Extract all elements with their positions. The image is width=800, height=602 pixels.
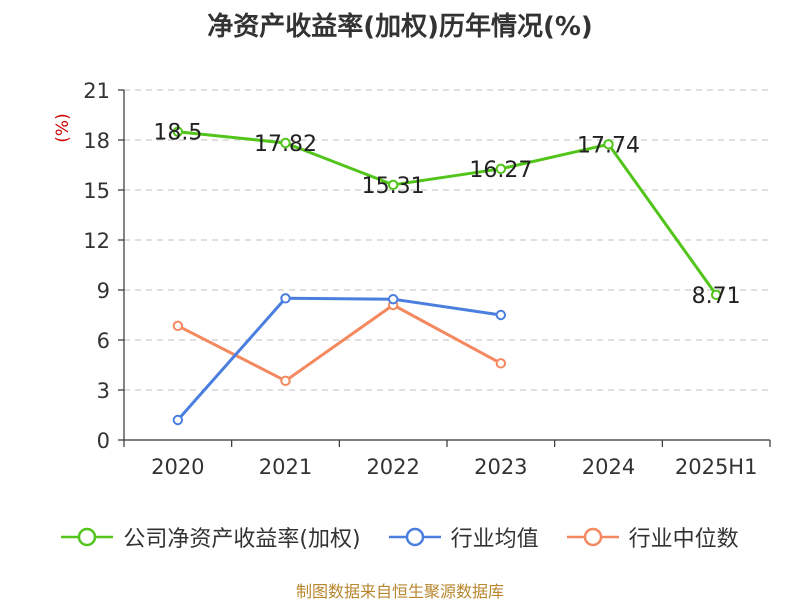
series-line-industry_avg xyxy=(176,296,502,421)
data-point-company xyxy=(172,126,184,137)
x-tick-label: 2023 xyxy=(474,455,527,479)
data-label: 17.74 xyxy=(577,133,640,158)
data-point-industry_avg xyxy=(172,414,184,426)
data-label: 17.82 xyxy=(254,132,317,157)
legend-industry-avg-label: 行业均值 xyxy=(450,527,539,552)
data-point-industry_avg xyxy=(280,293,291,304)
series-line-company xyxy=(177,130,718,296)
y-tick-label: 15 xyxy=(83,179,110,203)
y-tick-label: 3 xyxy=(97,379,110,403)
y-tick-label: 18 xyxy=(83,129,110,153)
y-tick-label: 6 xyxy=(97,329,110,353)
legend-company-label: 公司净资产收益率(加权) xyxy=(123,527,361,552)
data-point-company xyxy=(387,179,399,191)
chart-title: 净资产收益率(加权)历年情况(%) xyxy=(207,12,593,42)
legend-industry-avg-swatch-icon xyxy=(388,527,441,547)
y-tick-label: 0 xyxy=(97,429,110,453)
y-axis-unit: (%) xyxy=(53,113,73,142)
data-point-company xyxy=(495,163,507,175)
data-point-industry_avg xyxy=(387,293,399,305)
legend-item-company[interactable]: 公司净资产收益率(加权) xyxy=(61,521,361,553)
data-point-industry_median xyxy=(495,358,507,369)
source-note: 制图数据来自恒生聚源数据库 xyxy=(295,582,504,601)
data-point-company xyxy=(280,137,291,149)
y-tick-label: 21 xyxy=(83,79,110,103)
data-point-industry_avg xyxy=(495,309,507,321)
data-point-company xyxy=(710,289,722,301)
data-point-industry_median xyxy=(280,375,291,387)
series-line-industry_median xyxy=(177,303,502,383)
y-tick-label: 9 xyxy=(97,279,110,303)
x-tick-label: 2021 xyxy=(259,455,312,479)
series xyxy=(172,126,722,426)
x-tick-label: 2020 xyxy=(151,455,204,479)
data-label: 15.31 xyxy=(362,174,425,199)
data-point-industry_median xyxy=(172,320,184,332)
data-label: 18.5 xyxy=(153,121,202,146)
x-tick-label: 2022 xyxy=(366,455,419,479)
x-tick-label: 2025H1 xyxy=(675,455,758,479)
data-label: 16.27 xyxy=(469,158,532,183)
legend: 公司净资产收益率(加权) 行业均值 行业中位数 xyxy=(0,520,800,554)
x-tick-label: 2024 xyxy=(582,455,635,479)
legend-item-industry-avg[interactable]: 行业均值 xyxy=(388,521,539,553)
data-point-company xyxy=(603,139,614,150)
data-labels: 18.5 17.82 15.31 16.27 17.74 8.71 xyxy=(153,121,740,309)
data-label: 8.71 xyxy=(692,284,741,309)
grid-lines xyxy=(124,89,770,391)
legend-industry-median-label: 行业中位数 xyxy=(628,527,739,552)
legend-industry-median-swatch-icon xyxy=(566,527,619,547)
y-tick-label: 12 xyxy=(83,229,110,253)
axes: 0 3 6 9 12 15 18 21 (%) 2020 2021 2022 2023 2024 2025H… xyxy=(53,79,771,479)
legend-company-swatch-icon xyxy=(61,527,114,547)
legend-item-industry-median[interactable]: 行业中位数 xyxy=(566,521,739,553)
